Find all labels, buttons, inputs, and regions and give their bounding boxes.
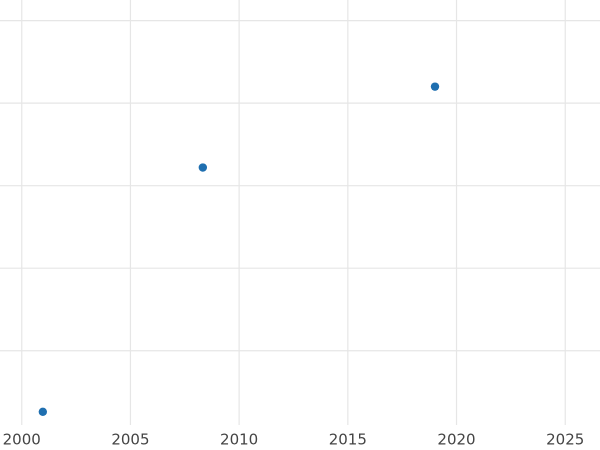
point [38, 407, 48, 416]
point [430, 82, 440, 91]
x-tick-label: 2020 [437, 431, 475, 449]
x-tick-label: 2025 [546, 431, 584, 449]
x-tick-label: 2010 [220, 431, 258, 449]
x-tick-label: 2005 [111, 431, 149, 449]
x-tick-label: 2015 [329, 431, 367, 449]
point [198, 163, 208, 172]
x-tick-label: 2000 [3, 431, 41, 449]
